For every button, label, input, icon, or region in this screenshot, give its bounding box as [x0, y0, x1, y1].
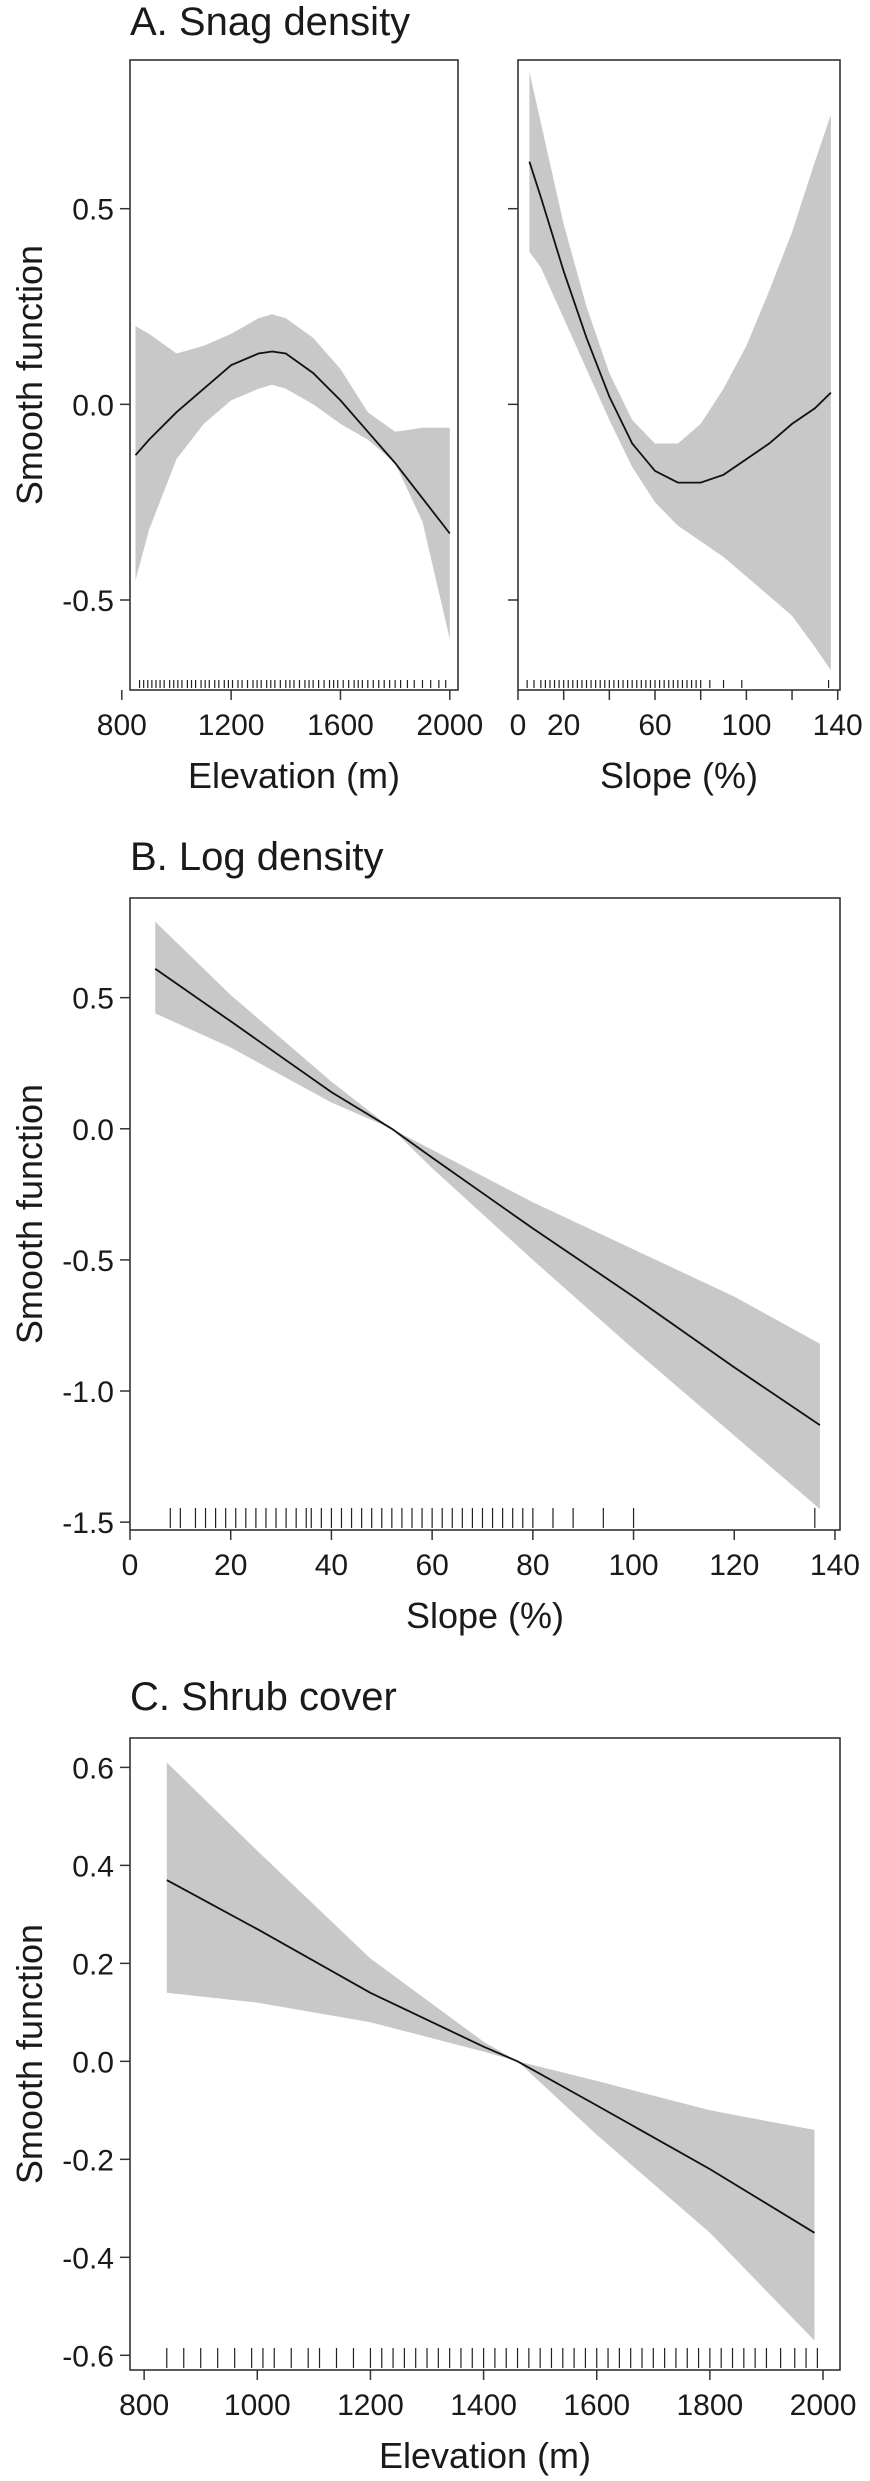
rug-marks	[526, 680, 830, 688]
rug-marks	[166, 2348, 818, 2368]
x-tick-label: 0	[122, 1549, 139, 1582]
x-tick-label: 60	[415, 1549, 448, 1582]
y-tick-label: 0.2	[72, 1948, 114, 1981]
panel-title: C. Shrub cover	[130, 1675, 397, 1719]
y-tick-label: -0.2	[62, 2144, 114, 2177]
confidence-band	[166, 1762, 815, 2341]
x-tick-label: 2000	[790, 2389, 857, 2422]
x-tick-label: 140	[813, 709, 863, 742]
x-tick-label: 20	[547, 709, 580, 742]
panel-C: 800 1000 1200 1400 1600 1800 2000 -0.6 -0.4 -0.2 0…	[9, 1675, 856, 2476]
x-axis-label: Slope (%)	[600, 755, 758, 796]
y-axis-label: Smooth function	[9, 1924, 50, 2184]
x-tick-label: 1600	[563, 2389, 630, 2422]
y-tick-label: -0.5	[62, 585, 114, 618]
y-axis-label: Smooth function	[9, 1084, 50, 1344]
x-tick-label: 100	[609, 1549, 659, 1582]
y-tick-label: -0.6	[62, 2340, 114, 2373]
panel-title: A. Snag density	[130, 0, 410, 44]
rug-marks	[169, 1508, 816, 1528]
confidence-band	[135, 314, 450, 640]
y-tick-label: -0.4	[62, 2242, 114, 2275]
x-tick-label: 800	[97, 709, 147, 742]
x-axis-label: Slope (%)	[406, 1595, 564, 1636]
x-tick-label: 1800	[677, 2389, 744, 2422]
x-tick-label: 1600	[307, 709, 374, 742]
smooth-line	[166, 1879, 815, 2234]
x-tick-label: 800	[119, 2389, 169, 2422]
y-tick-label: 0.0	[72, 1114, 114, 1147]
x-tick-label: 1400	[450, 2389, 517, 2422]
y-tick-label: 0.0	[72, 389, 114, 422]
y-tick-label: 0.4	[72, 1850, 114, 1883]
x-tick-label: 20	[214, 1549, 247, 1582]
y-tick-label: -1.5	[62, 1507, 114, 1540]
rug-marks	[138, 680, 447, 688]
confidence-band	[155, 921, 820, 1509]
y-tick-label: -1.0	[62, 1376, 114, 1409]
y-tick-label: 0.5	[72, 194, 114, 227]
y-tick-label: 0.0	[72, 2046, 114, 2079]
x-tick-label: 140	[810, 1549, 860, 1582]
x-tick-label: 120	[709, 1549, 759, 1582]
x-tick-label: 1200	[198, 709, 265, 742]
plot-frame	[129, 59, 459, 691]
smooth-line	[528, 161, 832, 484]
plot-frame	[517, 59, 841, 691]
x-tick-label: 80	[516, 1549, 549, 1582]
plot-frame	[129, 897, 841, 1531]
x-tick-label: 60	[638, 709, 671, 742]
x-tick-label: 1200	[337, 2389, 404, 2422]
y-tick-label: 0.6	[72, 1752, 114, 1785]
x-tick-label: 40	[315, 1549, 348, 1582]
panel-A-slope: 0 20 60 100 140 Slope (%)	[508, 59, 863, 796]
x-tick-label: 0	[510, 709, 527, 742]
confidence-band	[529, 71, 831, 671]
x-tick-label: 2000	[416, 709, 483, 742]
x-axis-label: Elevation (m)	[188, 755, 400, 796]
plot-frame	[129, 1737, 841, 2371]
y-tick-label: -0.5	[62, 1245, 114, 1278]
smooth-line	[154, 968, 821, 1426]
x-axis-label: Elevation (m)	[379, 2435, 591, 2476]
x-tick-label: 100	[721, 709, 771, 742]
y-axis-label: Smooth function	[9, 245, 50, 505]
panel-B: 0 20 40 60 80 100 120 140 -1.5 -1.0 -0.5 0.0 0.5 Slop…	[9, 835, 860, 1636]
y-tick-label: 0.5	[72, 983, 114, 1016]
panel-title: B. Log density	[130, 835, 384, 879]
panel-A-elev: 800 1200 1600 2000 -0.5 0.0 0.5 Elevation (m) Sm…	[9, 0, 483, 796]
smooth-line	[134, 350, 451, 535]
x-tick-label: 1000	[224, 2389, 291, 2422]
